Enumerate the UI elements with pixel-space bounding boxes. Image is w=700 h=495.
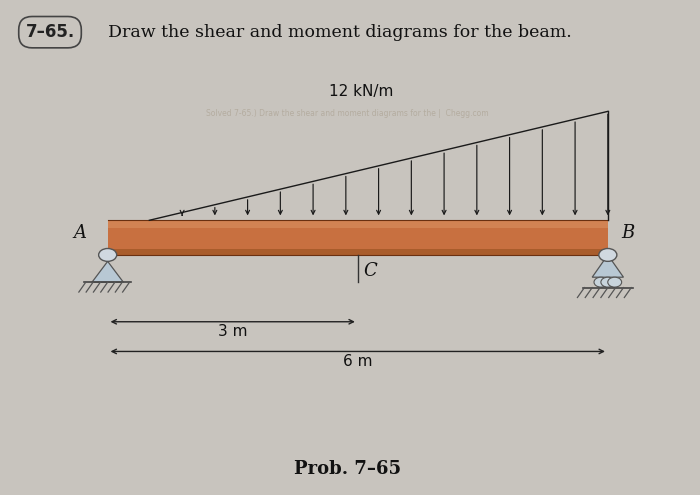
Circle shape	[608, 277, 622, 287]
Text: 6 m: 6 m	[343, 354, 372, 369]
Circle shape	[99, 248, 117, 261]
Circle shape	[601, 277, 615, 287]
Text: 12 kN/m: 12 kN/m	[329, 84, 393, 99]
Circle shape	[594, 277, 608, 287]
Text: 3 m: 3 m	[218, 324, 248, 339]
Text: Solved 7-65.) Draw the shear and moment diagrams for the |  Chegg.com: Solved 7-65.) Draw the shear and moment …	[206, 109, 489, 118]
Text: 7–65.: 7–65.	[25, 23, 75, 41]
Polygon shape	[592, 255, 624, 277]
Text: B: B	[622, 224, 635, 242]
Text: C: C	[363, 262, 377, 280]
Bar	[108, 249, 608, 255]
Polygon shape	[92, 261, 123, 282]
Text: A: A	[74, 224, 87, 242]
Text: Draw the shear and moment diagrams for the beam.: Draw the shear and moment diagrams for t…	[108, 24, 571, 41]
Circle shape	[598, 248, 617, 261]
Bar	[108, 220, 608, 255]
Text: Prob. 7–65: Prob. 7–65	[294, 460, 401, 478]
Bar	[108, 220, 608, 228]
